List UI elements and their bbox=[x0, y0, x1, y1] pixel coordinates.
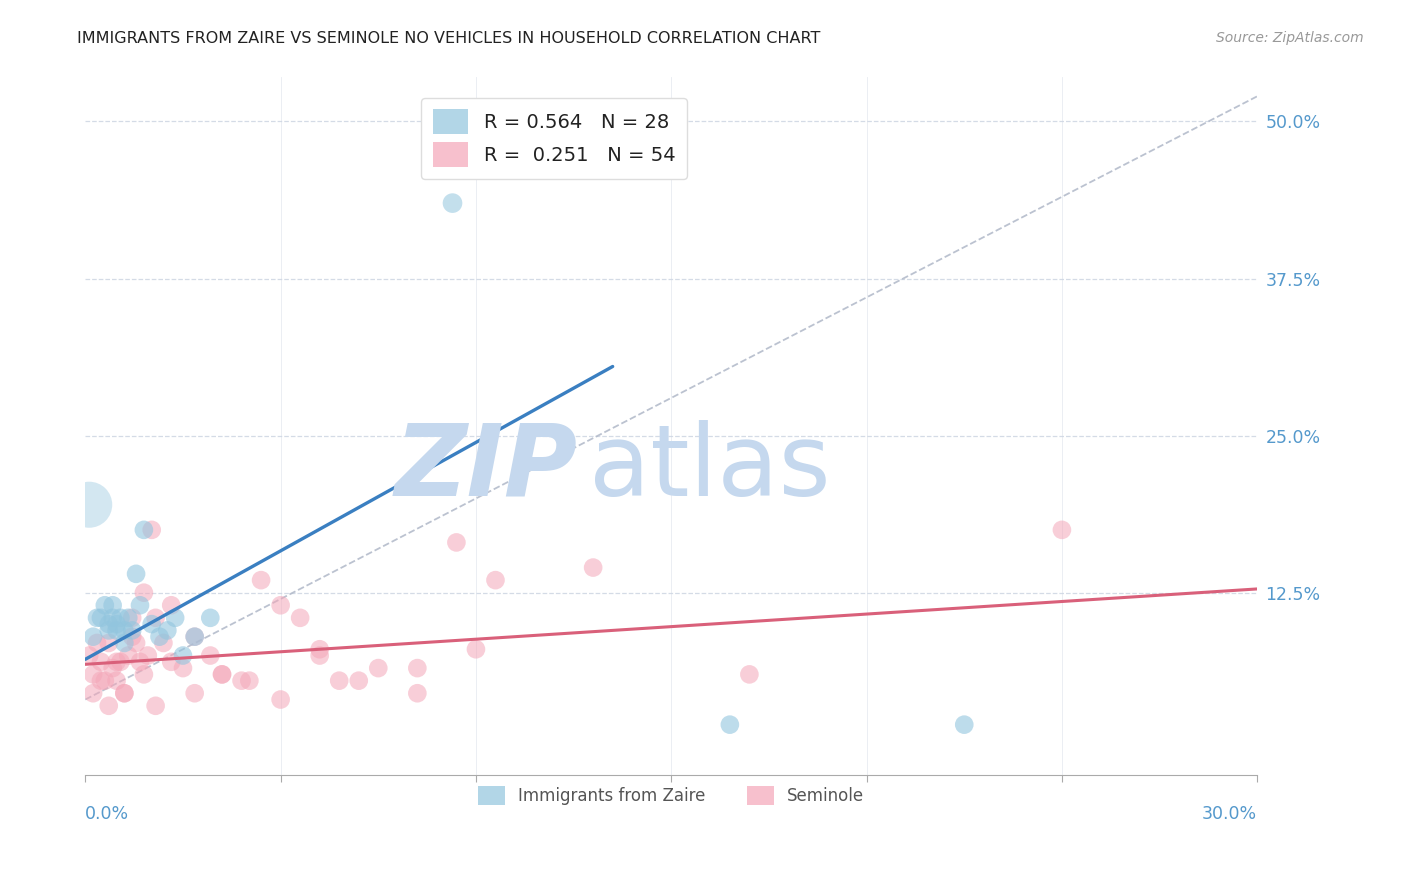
Point bbox=[152, 636, 174, 650]
Point bbox=[172, 648, 194, 663]
Point bbox=[165, 611, 187, 625]
Point bbox=[308, 642, 330, 657]
Point bbox=[105, 655, 128, 669]
Point bbox=[141, 523, 163, 537]
Point bbox=[145, 611, 167, 625]
Point bbox=[101, 599, 124, 613]
Point bbox=[94, 599, 117, 613]
Point bbox=[270, 599, 292, 613]
Point bbox=[132, 667, 155, 681]
Point bbox=[82, 667, 104, 681]
Point bbox=[112, 686, 135, 700]
Text: 30.0%: 30.0% bbox=[1202, 805, 1257, 823]
Point bbox=[406, 661, 429, 675]
Point bbox=[97, 624, 120, 638]
Point bbox=[160, 655, 183, 669]
Point bbox=[738, 667, 761, 681]
Point bbox=[82, 630, 104, 644]
Point bbox=[270, 692, 292, 706]
Point bbox=[288, 611, 311, 625]
Point bbox=[136, 648, 159, 663]
Point bbox=[121, 630, 143, 644]
Point bbox=[231, 673, 253, 688]
Point bbox=[183, 686, 205, 700]
Point bbox=[105, 673, 128, 688]
Point bbox=[484, 573, 506, 587]
Point bbox=[953, 717, 976, 731]
Point bbox=[145, 698, 167, 713]
Point bbox=[90, 611, 112, 625]
Point bbox=[86, 636, 108, 650]
Point bbox=[367, 661, 389, 675]
Point bbox=[97, 698, 120, 713]
Point bbox=[406, 686, 429, 700]
Point bbox=[125, 636, 148, 650]
Point bbox=[347, 673, 370, 688]
Point bbox=[1050, 523, 1073, 537]
Point bbox=[90, 673, 112, 688]
Point bbox=[105, 617, 128, 632]
Point bbox=[238, 673, 260, 688]
Point bbox=[172, 661, 194, 675]
Point bbox=[77, 498, 100, 512]
Point bbox=[200, 648, 222, 663]
Point bbox=[211, 667, 233, 681]
Point bbox=[97, 636, 120, 650]
Point bbox=[82, 686, 104, 700]
Point bbox=[211, 667, 233, 681]
Point bbox=[110, 611, 132, 625]
Text: ZIP: ZIP bbox=[395, 419, 578, 516]
Point bbox=[129, 599, 152, 613]
Point bbox=[129, 655, 152, 669]
Point bbox=[101, 661, 124, 675]
Point bbox=[160, 599, 183, 613]
Point bbox=[86, 611, 108, 625]
Point bbox=[90, 655, 112, 669]
Point bbox=[112, 686, 135, 700]
Point bbox=[446, 535, 468, 549]
Point bbox=[97, 617, 120, 632]
Point bbox=[121, 624, 143, 638]
Point bbox=[125, 566, 148, 581]
Point bbox=[141, 617, 163, 632]
Point bbox=[121, 611, 143, 625]
Point bbox=[132, 523, 155, 537]
Point bbox=[132, 585, 155, 599]
Point bbox=[250, 573, 273, 587]
Legend: Immigrants from Zaire, Seminole: Immigrants from Zaire, Seminole bbox=[471, 780, 872, 812]
Point bbox=[110, 655, 132, 669]
Point bbox=[156, 624, 179, 638]
Point bbox=[77, 648, 100, 663]
Point bbox=[308, 648, 330, 663]
Point bbox=[183, 630, 205, 644]
Point bbox=[183, 630, 205, 644]
Point bbox=[582, 560, 605, 574]
Point bbox=[105, 624, 128, 638]
Text: Source: ZipAtlas.com: Source: ZipAtlas.com bbox=[1216, 31, 1364, 45]
Text: 0.0%: 0.0% bbox=[86, 805, 129, 823]
Text: IMMIGRANTS FROM ZAIRE VS SEMINOLE NO VEHICLES IN HOUSEHOLD CORRELATION CHART: IMMIGRANTS FROM ZAIRE VS SEMINOLE NO VEH… bbox=[77, 31, 821, 46]
Point bbox=[112, 624, 135, 638]
Point bbox=[94, 673, 117, 688]
Point bbox=[101, 611, 124, 625]
Point bbox=[200, 611, 222, 625]
Text: atlas: atlas bbox=[589, 419, 831, 516]
Point bbox=[465, 642, 488, 657]
Point bbox=[441, 196, 464, 211]
Point bbox=[117, 611, 139, 625]
Point bbox=[328, 673, 350, 688]
Point bbox=[148, 630, 170, 644]
Point bbox=[117, 648, 139, 663]
Point bbox=[112, 636, 135, 650]
Point bbox=[718, 717, 741, 731]
